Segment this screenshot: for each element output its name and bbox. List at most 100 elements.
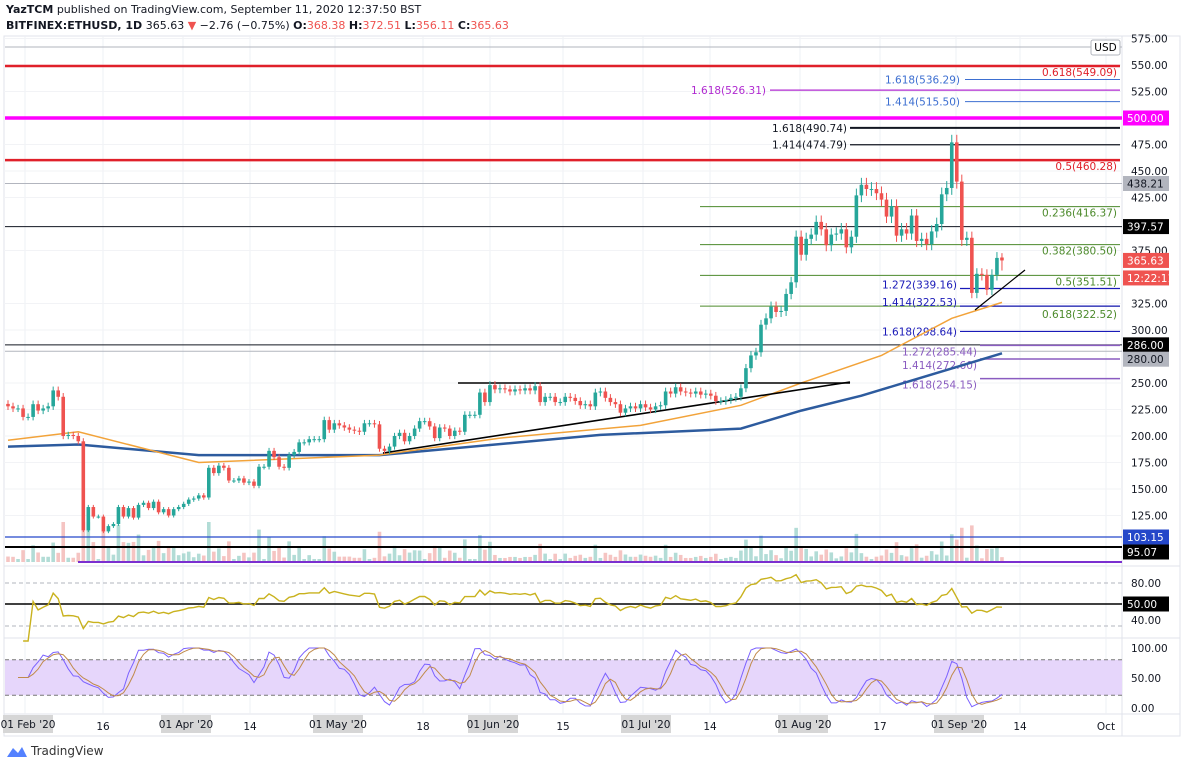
- candle-body: [613, 402, 618, 405]
- candle-body: [794, 236, 798, 283]
- volume-bar: [980, 558, 984, 562]
- short-trendline[interactable]: [974, 269, 1026, 311]
- candle-body: [86, 507, 91, 531]
- low-label: L:: [404, 19, 416, 32]
- candle-body: [623, 408, 628, 413]
- volume-bar: [71, 557, 76, 562]
- volume-bar: [568, 557, 573, 562]
- price-tag: 12:22:11: [1127, 273, 1174, 285]
- candle-body: [407, 436, 412, 442]
- tradingview-logo[interactable]: TradingView: [6, 744, 104, 758]
- candle-body: [578, 401, 583, 406]
- volume-bar: [779, 558, 783, 562]
- volume-bar: [302, 559, 306, 562]
- candle-body: [929, 231, 934, 245]
- candle-body: [538, 386, 542, 403]
- candle-body: [1000, 257, 1004, 261]
- volume-bar: [869, 559, 874, 562]
- symbol[interactable]: BITFINEX:ETHUSD, 1D: [6, 19, 143, 32]
- candle-body: [553, 396, 557, 403]
- ascending-trendline[interactable]: [382, 381, 851, 454]
- candle-body: [267, 450, 271, 467]
- price-tag: 397.57: [1127, 222, 1164, 234]
- volume-bar: [447, 550, 452, 562]
- candle-body: [854, 195, 859, 237]
- candle-body: [262, 466, 266, 468]
- volume-bar: [16, 559, 20, 562]
- candle-body: [638, 404, 643, 409]
- date-label: 16: [96, 721, 110, 733]
- fib-level-label: 1.618(490.74): [772, 123, 847, 135]
- date-highlight-bg: [621, 715, 671, 733]
- volume-bar: [834, 558, 839, 562]
- volume-bar: [598, 557, 603, 562]
- volume-bar: [985, 549, 989, 562]
- candle-body: [573, 397, 578, 402]
- stoch-d-line: [18, 647, 1003, 706]
- volume-bar: [191, 557, 196, 562]
- candle-body: [633, 406, 638, 409]
- candle-body: [683, 391, 688, 393]
- volume-bar: [518, 557, 522, 562]
- candle-body: [212, 467, 216, 474]
- candle-body: [146, 502, 151, 509]
- volume-bar: [382, 556, 387, 562]
- candle-body: [909, 215, 914, 234]
- candle-body: [357, 430, 362, 432]
- candle-body: [342, 425, 347, 428]
- candle-body: [904, 229, 909, 234]
- volume-bar: [56, 552, 60, 562]
- candle-body: [719, 401, 723, 403]
- volume-bar: [970, 525, 974, 562]
- volume-bar: [739, 550, 743, 562]
- candle-body: [889, 205, 894, 217]
- time-axis[interactable]: 01 Feb '20 01 Apr '20 01 May '20 01 Jun '20…: [1, 715, 1116, 733]
- author[interactable]: YazTCM: [6, 3, 54, 16]
- candle-body: [136, 504, 141, 518]
- volume-bar: [146, 549, 151, 562]
- candle-body: [523, 388, 527, 391]
- volume-bar: [237, 555, 241, 562]
- candle-body: [939, 194, 944, 224]
- volume-bar: [819, 554, 824, 562]
- date-label: Oct: [1097, 721, 1115, 733]
- fib-level-label: 1.414(515.50): [885, 97, 960, 109]
- date-label-highlighted: 01 Feb '20: [1, 719, 56, 731]
- candle-body: [734, 396, 738, 398]
- candle-body: [41, 408, 45, 411]
- volume-bar: [744, 539, 748, 562]
- currency-box[interactable]: USD: [1090, 39, 1121, 56]
- candle-body: [488, 385, 492, 403]
- volume-bar: [528, 556, 532, 562]
- candle-body: [749, 355, 753, 369]
- candle-body: [804, 238, 808, 255]
- price-tick-label: 125.00: [1131, 511, 1168, 523]
- volume-bar: [693, 556, 698, 562]
- volume-bar: [26, 559, 30, 562]
- fib-level-label: 0.618(549.09): [1042, 67, 1117, 79]
- volume-bar: [36, 552, 40, 562]
- date-label-highlighted: 01 Sep '20: [931, 719, 987, 731]
- candle-body: [252, 481, 256, 486]
- price-axis[interactable]: 575.00550.00525.00475.00450.00425.00375.…: [1131, 34, 1168, 716]
- volume-bar: [297, 546, 301, 562]
- candle-body: [46, 406, 50, 409]
- volume-bar: [242, 552, 246, 562]
- candle-body: [698, 391, 703, 395]
- trendlines[interactable]: [382, 269, 1026, 454]
- candle-body: [337, 423, 342, 426]
- candle-body: [729, 397, 733, 400]
- volume-bar: [698, 555, 703, 562]
- fib-levels: 0.618(549.09) 1.618(536.29) 1.618(526.31) 1…: [5, 46, 1122, 392]
- date-highlight-bg: [313, 715, 363, 733]
- candle-body: [96, 516, 101, 518]
- candle-body: [61, 396, 66, 436]
- volume-bar: [603, 552, 608, 562]
- volume-bar: [76, 552, 81, 562]
- candle-body: [568, 396, 573, 398]
- candle-body: [995, 257, 999, 275]
- volume-bar: [217, 548, 221, 562]
- candle-body: [518, 389, 522, 391]
- volume-bar: [608, 554, 613, 562]
